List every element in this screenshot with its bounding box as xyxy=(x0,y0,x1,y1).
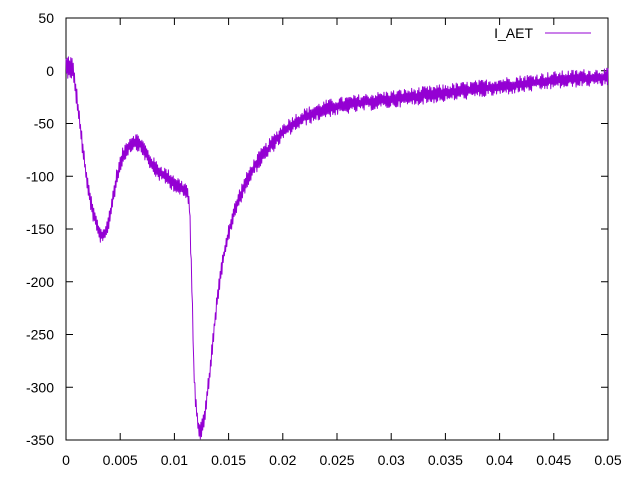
x-tick-label: 0.025 xyxy=(319,452,354,468)
y-tick-label: -250 xyxy=(26,327,54,343)
y-tick-label: -200 xyxy=(26,274,54,290)
y-tick-label: -350 xyxy=(26,432,54,448)
x-tick-label: 0.04 xyxy=(486,452,513,468)
axis-tick-labels: 0 0.005 0.01 0.015 0.02 0.025 0.03 0.035 0.04 0.0… xyxy=(26,10,622,468)
x-tick-label: 0.005 xyxy=(103,452,138,468)
x-tick-label: 0.05 xyxy=(594,452,621,468)
series-group xyxy=(65,56,609,440)
y-tick-label: 0 xyxy=(46,63,54,79)
y-tick-label: -300 xyxy=(26,379,54,395)
x-tick-label: 0.015 xyxy=(211,452,246,468)
x-tick-label: 0.035 xyxy=(428,452,463,468)
x-tick-label: 0.045 xyxy=(536,452,571,468)
x-tick-label: 0 xyxy=(62,452,70,468)
y-tick-label: -50 xyxy=(34,116,54,132)
legend-label: I_AET xyxy=(494,25,533,41)
x-tick-label: 0.01 xyxy=(161,452,188,468)
x-tick-label: 0.03 xyxy=(378,452,405,468)
series-line-I_AET xyxy=(65,56,609,440)
axis-ticks xyxy=(65,17,609,441)
y-tick-label: -150 xyxy=(26,221,54,237)
y-tick-label: -100 xyxy=(26,168,54,184)
y-tick-label: 50 xyxy=(38,10,54,26)
x-tick-label: 0.02 xyxy=(269,452,296,468)
legend: I_AET xyxy=(494,25,591,41)
